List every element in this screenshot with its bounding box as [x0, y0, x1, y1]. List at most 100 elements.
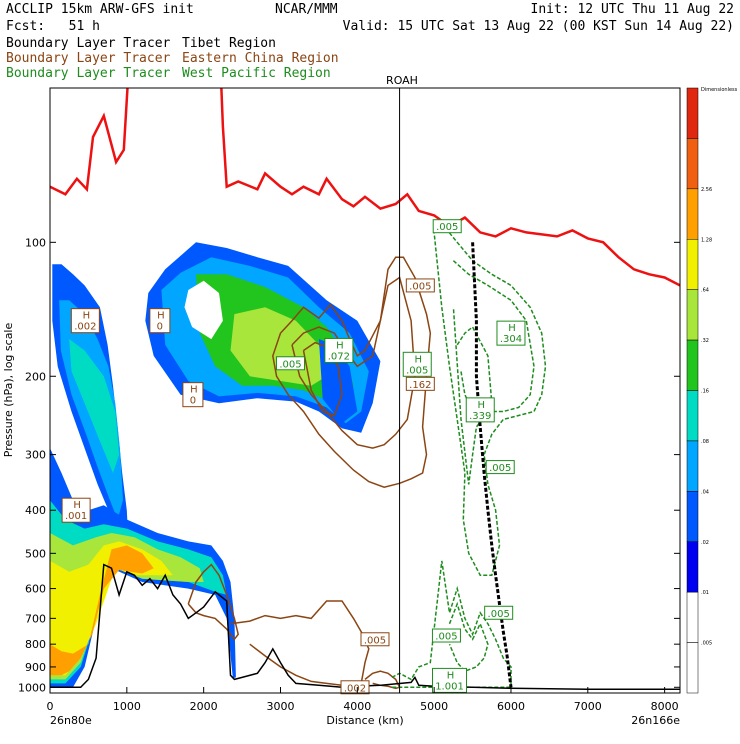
y-tick-label: 800 [25, 638, 46, 651]
legend: Boundary Layer Tracer Tibet Region Bound… [6, 36, 339, 81]
colorbar-segment [686, 642, 699, 694]
y-tick-label: 300 [25, 449, 46, 462]
max-label-marker: H [73, 500, 81, 511]
max-label-value: .005 [279, 359, 301, 370]
x-tick-label: 6000 [497, 700, 525, 713]
max-label: H.072 [324, 337, 354, 363]
legend-tibet-region: Tibet Region [182, 36, 276, 51]
x-tick-label: 3000 [266, 700, 294, 713]
west-column [69, 339, 120, 473]
colorbar-segment [686, 491, 699, 543]
max-label-marker: H [190, 385, 198, 396]
max-label-box [70, 308, 100, 334]
max-label-layer: H.002H0H0.005H.072.005H.005.162.005H.304… [61, 219, 526, 695]
header-init-time: Init: 12 UTC Thu 11 Aug 22 [531, 2, 735, 17]
max-label-box [431, 628, 461, 643]
max-label: .162 [405, 376, 435, 391]
max-label: H.002 [70, 308, 100, 334]
max-label-value: 0 [190, 396, 196, 407]
header-source: NCAR/MMM [275, 2, 338, 17]
max-label: H.001 [61, 497, 91, 523]
contour-west-pacific-region [452, 260, 535, 485]
colorbar: .005 .01 .02 .04 .08 .16 .32 .64 1.28 2.56 Dimensi… [686, 87, 738, 694]
colorbar-segment [686, 239, 699, 290]
max-label-box [432, 667, 468, 693]
max-label: .005 [485, 460, 515, 475]
max-label-box [484, 605, 514, 620]
terrain-line [50, 563, 680, 690]
colorbar-level: 1.28 [701, 237, 712, 243]
max-label-marker: H [508, 323, 516, 334]
max-label-value: 0 [157, 322, 163, 333]
x-axis-label: Distance (km) [326, 714, 403, 727]
y-tick-label: 600 [25, 583, 46, 596]
max-label: H.005 [402, 351, 432, 377]
y-tick-label: 1000 [18, 681, 46, 694]
max-label: .002 [340, 680, 370, 695]
x-tick-label: 1000 [113, 700, 141, 713]
legend-west-pacific-tracer: Boundary Layer Tracer [6, 66, 171, 81]
colorbar-level: .005 [701, 641, 712, 647]
max-label-value: .002 [344, 683, 366, 694]
colorbar-level: .04 [701, 489, 709, 495]
max-label-box [61, 497, 91, 523]
x-axis: 0 1000 2000 3000 4000 5000 6000 7000 8000 [47, 687, 679, 713]
tropopause-line [50, 88, 680, 287]
station-label: ROAH [386, 74, 418, 87]
max-label-value: .005 [435, 632, 457, 643]
max-label-box [324, 337, 354, 363]
x-tick-label: 0 [47, 700, 54, 713]
max-label: .005 [431, 628, 461, 643]
max-label-value: .005 [489, 463, 511, 474]
y-axis-label: Pressure (hPa), log scale [2, 323, 15, 458]
colorbar-segment [686, 138, 699, 190]
y-tick-label: 700 [25, 612, 46, 625]
header-title: ACCLIP 15km ARW-GFS init [6, 2, 194, 17]
max-label-value: .339 [469, 411, 491, 422]
colorbar-level: .02 [701, 540, 709, 546]
max-label-marker: H [477, 400, 485, 411]
colorbar-level: .16 [701, 389, 709, 395]
max-label-box [405, 376, 435, 391]
max-label: H.339 [465, 397, 495, 423]
max-label-box [360, 632, 390, 647]
colorbar-segment [686, 289, 699, 341]
max-label: H.304 [496, 320, 526, 346]
max-label-marker: H [414, 354, 422, 365]
max-label-box [432, 219, 462, 234]
max-label-value: .072 [328, 351, 350, 362]
max-label: .005 [432, 219, 462, 234]
max-label: H0 [182, 382, 204, 408]
y-tick-label: 500 [25, 547, 46, 560]
contour-west-pacific-region [433, 227, 547, 576]
contour-eastern-china-region [187, 563, 240, 641]
max-label: H0 [149, 308, 171, 334]
max-label-value: .001 [65, 511, 87, 522]
max-label: .005 [360, 632, 390, 647]
x-tick-label: 8000 [651, 700, 679, 713]
max-label-box [275, 356, 305, 371]
y-axis: 100 200 300 400 500 600 700 800 900 1000 [18, 236, 680, 694]
legend-west-pacific-region: West Pacific Region [182, 66, 331, 81]
header-forecast-hour: Fcst: 51 h [6, 19, 100, 34]
max-label-marker: H [447, 670, 455, 681]
colorbar-segment [686, 591, 699, 643]
max-label-box [465, 397, 495, 423]
x-tick-label: 5000 [420, 700, 448, 713]
colorbar-segment [686, 440, 699, 492]
max-label-value: .005 [364, 635, 386, 646]
colorbar-segment [686, 390, 699, 442]
colorbar-title: Dimensionless [701, 87, 738, 93]
max-label: .005 [405, 278, 435, 293]
x-tick-label: 4000 [343, 700, 371, 713]
header-valid-time: Valid: 15 UTC Sat 13 Aug 22 (00 KST Sun … [343, 19, 734, 34]
colorbar-segment [686, 87, 699, 139]
contour-eastern-china-region [230, 600, 370, 689]
colorbar-level: 2.56 [701, 187, 712, 193]
max-label-box [340, 680, 370, 695]
x-end-location: 26n166e [631, 714, 680, 727]
colorbar-segment [686, 339, 699, 391]
colorbar-level: .01 [701, 590, 709, 596]
contour-eastern-china-region [302, 341, 343, 417]
